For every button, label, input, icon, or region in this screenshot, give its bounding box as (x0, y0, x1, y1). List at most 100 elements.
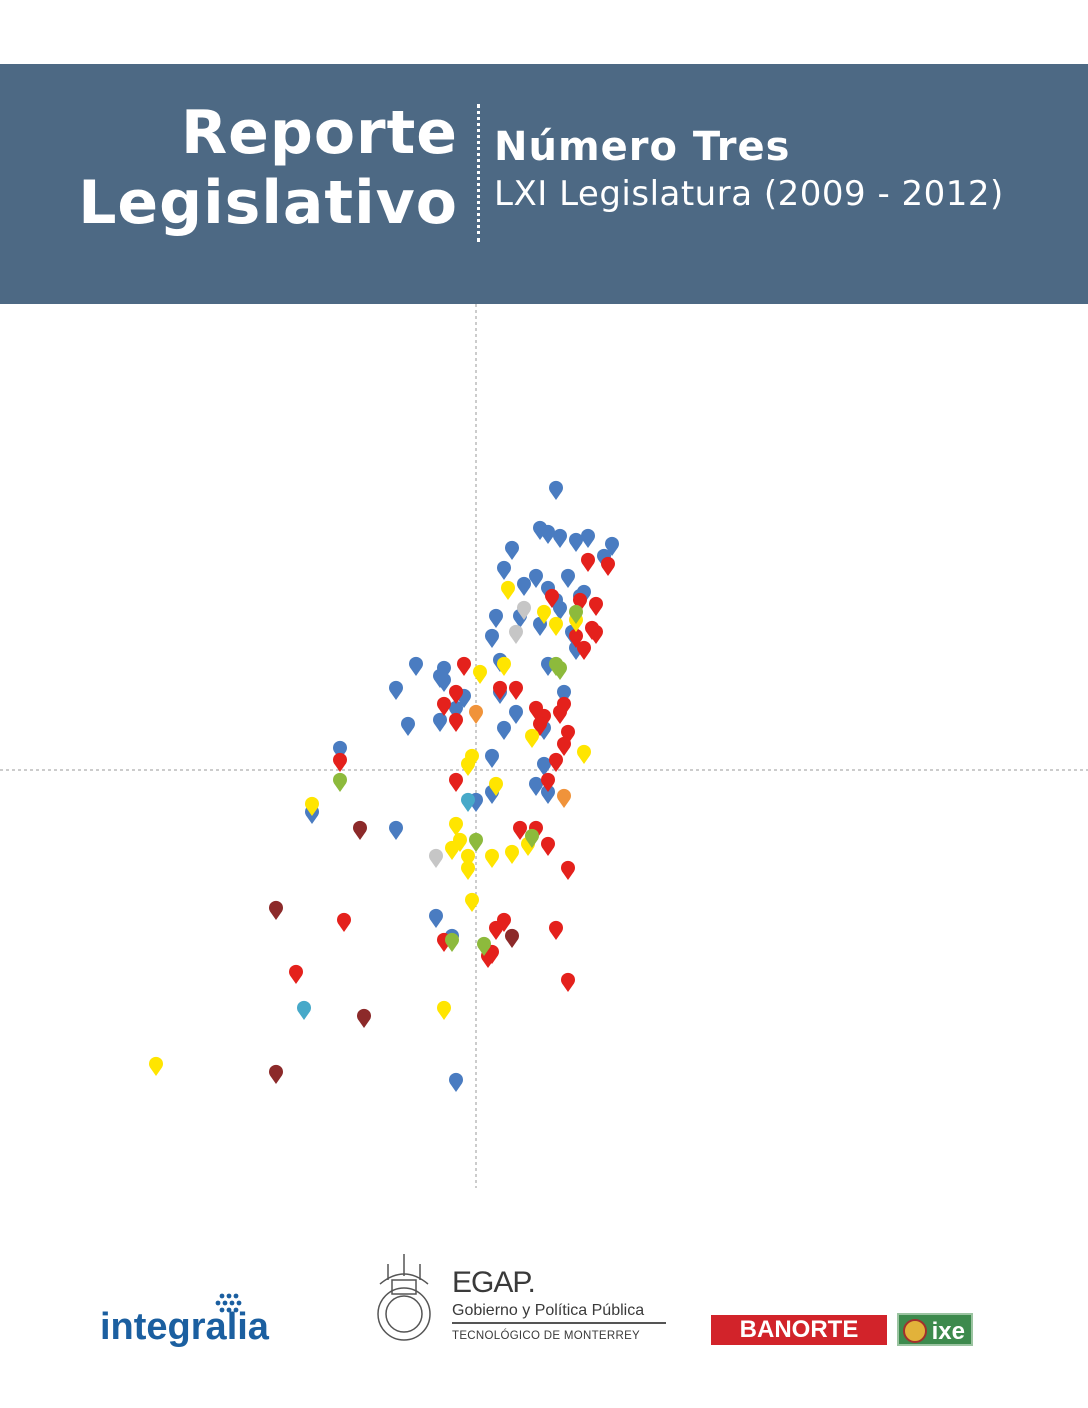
scatter-point-yellow (437, 1000, 452, 1020)
scatter-point-green (477, 936, 492, 956)
scatter-point-red (529, 700, 544, 720)
scatter-point-yellow (305, 796, 320, 816)
scatter-point-blue (388, 820, 403, 840)
scatter-point-red (289, 964, 304, 984)
scatter-point-blue (509, 704, 523, 724)
scatter-point-yellow (449, 816, 464, 836)
scatter-point-blue (553, 528, 567, 548)
scatter-point-blue (437, 660, 452, 680)
banorte-logo: BANORTE (711, 1315, 887, 1345)
scatter-point-red (545, 588, 560, 608)
scatter-point-red (493, 680, 507, 700)
scatter-point-maroon (505, 928, 520, 948)
scatter-point-teal (297, 1000, 312, 1020)
scatter-point-yellow (461, 756, 476, 776)
scatter-point-blue (409, 656, 424, 676)
scatter-point-blue (605, 536, 620, 556)
header-banner (0, 64, 1088, 304)
report-subtitle: Número Tres LXI Legislatura (2009 - 2012… (494, 122, 1004, 216)
tec-monterrey-seal (377, 1254, 431, 1341)
scatter-point-blue (561, 568, 576, 588)
scatter-point-blue (537, 756, 551, 776)
scatter-point-blue (557, 684, 572, 704)
scatter-point-blue (437, 672, 452, 692)
scatter-point-green (553, 660, 567, 680)
scatter-point-red (449, 772, 464, 792)
scatter-point-blue (489, 608, 504, 628)
scatter-point-blue (388, 680, 403, 700)
scatter-point-red (509, 680, 523, 700)
scatter-point-red (561, 972, 576, 992)
scatter-point-yellow (461, 848, 476, 868)
scatter-point-red (557, 736, 572, 756)
scatter-plot (0, 304, 1088, 1188)
scatter-point-blue (449, 700, 464, 720)
scatter-point-blue (541, 784, 556, 804)
scatter-point-gray (429, 848, 444, 868)
scatter-point-yellow (501, 580, 516, 600)
ixe-logo: ixe (897, 1313, 973, 1346)
scatter-point-yellow (537, 604, 551, 624)
scatter-point-red (581, 552, 595, 572)
scatter-point-blue (505, 540, 520, 560)
scatter-point-green (469, 832, 484, 852)
scatter-point-blue (485, 628, 500, 648)
scatter-point-yellow (485, 848, 500, 868)
scatter-point-blue (497, 720, 511, 740)
scatter-point-red (557, 696, 572, 716)
scatter-point-blue (533, 520, 548, 540)
scatter-point-blue (581, 528, 595, 548)
scatter-point-yellow (148, 1056, 163, 1076)
scatter-point-blue (333, 740, 347, 760)
scatter-point-red (337, 912, 352, 932)
scatter-point-red (497, 912, 511, 932)
scatter-point-blue (485, 748, 500, 768)
scatter-point-red (437, 696, 452, 716)
scatter-point-orange (557, 788, 572, 808)
scatter-point-yellow (577, 744, 591, 764)
scatter-point-blue (549, 480, 564, 500)
integralia-logo: integralia (100, 1306, 269, 1348)
scatter-point-maroon (353, 820, 368, 840)
scatter-point-red (449, 684, 464, 704)
scatter-point-red (577, 640, 591, 660)
scatter-point-yellow (549, 616, 564, 636)
scatter-point-red (549, 920, 564, 940)
scatter-point-red (569, 628, 584, 648)
scatter-point-green (445, 932, 460, 952)
title-divider (477, 104, 480, 242)
scatter-point-red (549, 752, 564, 772)
scatter-point-blue (541, 524, 556, 544)
scatter-point-blue (497, 560, 511, 580)
scatter-point-yellow (465, 892, 480, 912)
scatter-point-yellow (473, 664, 488, 684)
scatter-point-red (541, 836, 556, 856)
scatter-point-yellow (489, 776, 504, 796)
scatter-point-gray (509, 624, 523, 644)
scatter-point-yellow (461, 860, 476, 880)
scatter-point-blue (569, 532, 584, 552)
scatter-point-red (449, 712, 464, 732)
scatter-point-blue (529, 568, 544, 588)
scatter-point-red (573, 592, 588, 612)
scatter-point-red (561, 724, 576, 744)
scatter-point-red (541, 772, 556, 792)
scatter-point-yellow (453, 832, 468, 852)
scatter-point-blue (529, 776, 544, 796)
report-title-line2: Legislativo (78, 168, 458, 238)
scatter-point-gray (517, 600, 532, 620)
ixe-seal-icon (903, 1319, 927, 1343)
report-number: Número Tres (494, 124, 791, 170)
scatter-point-red (513, 820, 528, 840)
report-title-line1: Reporte (180, 98, 458, 168)
scatter-point-blue (553, 600, 567, 620)
egap-logo-subtitle: Gobierno y Política Pública (452, 1302, 666, 1324)
scatter-point-red (489, 920, 504, 940)
integralia-logo-mark (215, 1293, 242, 1313)
scatter-point-blue (401, 716, 416, 736)
scatter-point-red (533, 716, 548, 736)
report-title: Reporte Legislativo (78, 98, 458, 238)
scatter-point-blue (429, 908, 444, 928)
scatter-point-red (333, 752, 347, 772)
scatter-point-yellow (497, 656, 511, 676)
